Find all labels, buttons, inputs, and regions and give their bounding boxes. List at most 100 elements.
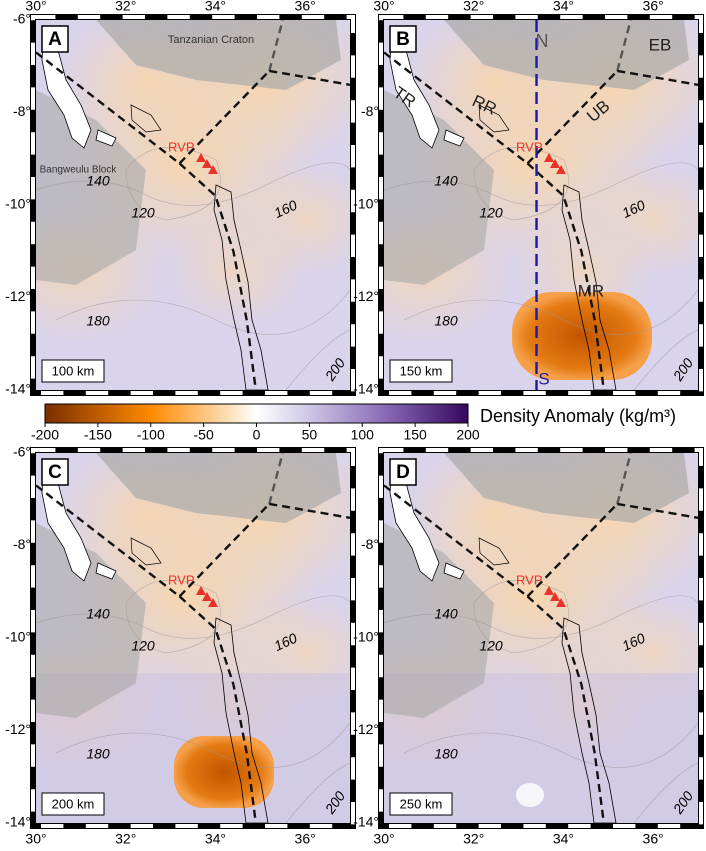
colorbar [44, 403, 469, 424]
lake [561, 184, 617, 390]
contour-label: 180 [86, 313, 110, 329]
contour-label: 120 [479, 638, 503, 654]
depth-box [389, 359, 453, 383]
volcanic-province-label: RVP [516, 572, 543, 587]
longitude-label: 30° [25, 831, 46, 847]
latitude-label: -10° [5, 629, 31, 645]
colorbar-tick-label: -100 [137, 427, 165, 443]
volcano [556, 598, 566, 607]
plate-boundary [616, 20, 632, 72]
volcano [550, 592, 560, 601]
longitude-label: 36° [643, 0, 664, 14]
longitude-label: 30° [25, 0, 46, 14]
latitude-label: -10° [5, 196, 31, 212]
contour-label: 180 [434, 746, 458, 762]
plate-boundary [617, 69, 698, 86]
feature-label: EB [649, 35, 672, 54]
contour [36, 162, 350, 206]
craton [444, 20, 689, 90]
volcanic-province-label: RVP [168, 572, 195, 587]
plate-boundary [178, 503, 271, 598]
panel-letter: D [396, 462, 410, 483]
depth-label: 250 km [400, 796, 443, 811]
frame-ticks [379, 448, 703, 828]
longitude-label: 34° [553, 831, 574, 847]
volcano [544, 586, 554, 595]
plate-boundary [268, 453, 284, 505]
latitude-label: -8° [13, 536, 31, 552]
plate-boundary [617, 502, 698, 519]
lake [130, 104, 162, 133]
plate-boundary [384, 51, 529, 165]
latitude-label: -6° [13, 444, 31, 460]
panel-letter: B [396, 29, 410, 50]
contour [285, 762, 350, 823]
volcano [196, 586, 206, 595]
depth-label: 200 km [52, 796, 95, 811]
longitude-label: 30° [373, 831, 394, 847]
contour [384, 595, 698, 639]
lake [213, 617, 269, 823]
plate-boundary [178, 595, 257, 823]
latitude-label: -8° [361, 536, 379, 552]
contour [55, 722, 350, 768]
contour [633, 762, 698, 823]
contour [403, 722, 698, 768]
contour [55, 289, 350, 335]
longitude-label: 34° [205, 831, 226, 847]
contour-label: 140 [86, 606, 110, 622]
warm-anomaly [166, 214, 306, 326]
feature-label: MR [578, 281, 604, 300]
plate-boundary [526, 503, 619, 598]
panel-letter-box [389, 25, 417, 53]
latitude-label: -10° [353, 629, 379, 645]
lake [389, 28, 465, 149]
volcanic-province-label: RVP [168, 139, 195, 154]
lake [41, 461, 117, 582]
latitude-label: -10° [353, 196, 379, 212]
feature-label: N [536, 31, 549, 51]
volcano [208, 598, 218, 607]
contour [384, 162, 698, 206]
plate-boundary [36, 484, 181, 598]
latitude-label: -14° [5, 381, 31, 397]
colorbar-tick-label: 50 [302, 427, 318, 443]
craton [96, 20, 341, 90]
latitude-label: -12° [353, 288, 379, 304]
density-anomaly [512, 292, 652, 380]
longitude-label: 34° [553, 0, 574, 14]
latitude-label: -14° [353, 814, 379, 830]
depth-label: 150 km [400, 363, 443, 378]
craton [384, 523, 494, 718]
volcano [208, 165, 218, 174]
latitude-label: -6° [13, 11, 31, 27]
latitude-label: -12° [5, 288, 31, 304]
depth-box [389, 792, 453, 816]
contour [403, 289, 698, 335]
feature-label: Tanzanian Craton [168, 34, 254, 46]
colorbar-tick-label: -50 [194, 427, 214, 443]
colorbar-tick-label: 0 [253, 427, 261, 443]
colorbar-label: Density Anomaly (kg/m³) [480, 406, 676, 426]
longitude-label: 36° [295, 0, 316, 14]
craton [96, 453, 341, 523]
density-anomaly [174, 736, 274, 808]
contour-label: 120 [131, 205, 155, 221]
colorbar-tick-label: -200 [31, 427, 59, 443]
contour-label: 180 [86, 746, 110, 762]
plate-boundary [526, 595, 605, 823]
panel-letter: C [48, 462, 62, 483]
colorbar-tick-label: 150 [403, 427, 427, 443]
lake [41, 28, 117, 149]
volcano [196, 153, 206, 162]
colorbar-tick-label: 200 [456, 427, 480, 443]
low-anomaly [516, 783, 544, 807]
longitude-label: 32° [463, 831, 484, 847]
plate-boundary [178, 70, 271, 165]
plate-boundary [269, 502, 350, 519]
frame-ticks [31, 448, 355, 828]
longitude-label: 32° [115, 0, 136, 14]
